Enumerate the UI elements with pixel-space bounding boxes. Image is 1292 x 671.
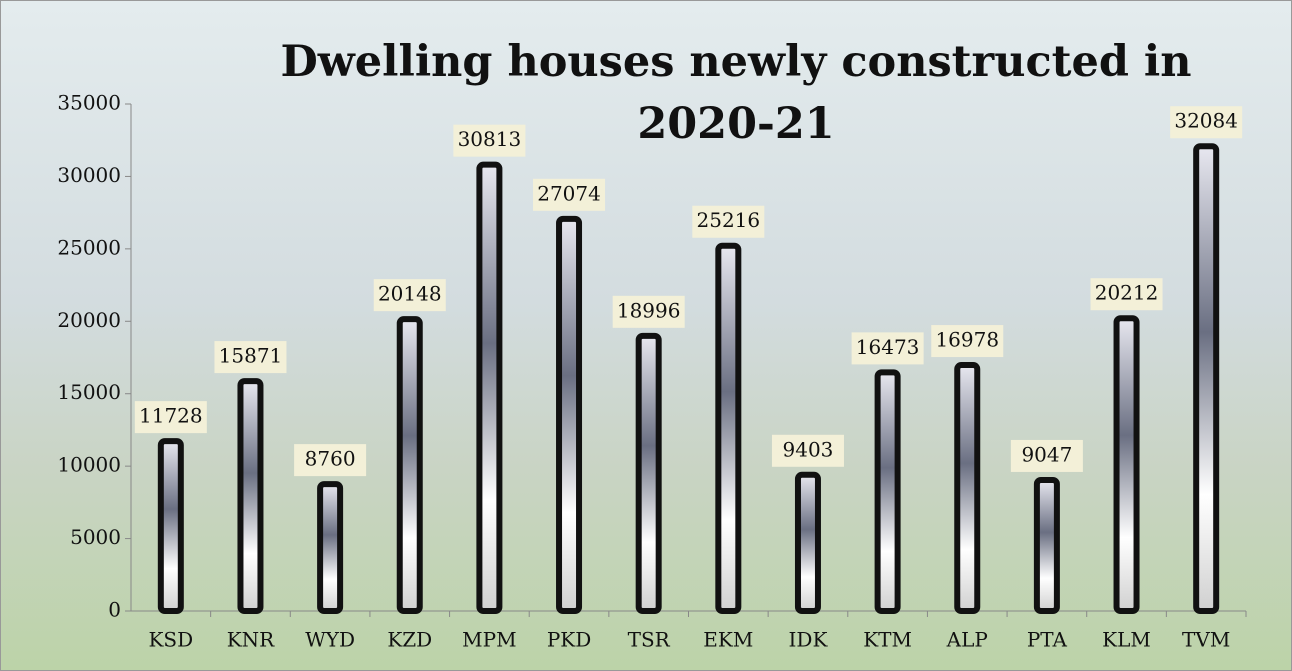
y-tick-label: 5000 (70, 525, 121, 549)
data-label-bg (1170, 106, 1243, 139)
bar (317, 481, 344, 614)
data-label-bg (771, 434, 844, 467)
x-tick-label: KZD (387, 628, 432, 652)
x-tick-label: KTM (863, 628, 912, 652)
bar (715, 242, 742, 614)
data-label-bg (214, 341, 287, 374)
bar (794, 471, 821, 614)
y-tick-label: 25000 (57, 235, 121, 259)
x-tick-label: KLM (1102, 628, 1151, 652)
data-label: 16978 (935, 328, 999, 352)
x-tick-label: IDK (789, 628, 829, 652)
data-label: 30813 (458, 127, 522, 151)
x-tick-label: KNR (227, 628, 275, 652)
data-label-bg (1010, 439, 1083, 472)
y-tick-label: 0 (108, 598, 121, 622)
y-tick-label: 30000 (57, 163, 121, 187)
data-label-bg (1090, 278, 1163, 311)
data-label-bg (931, 325, 1004, 358)
data-label: 11728 (139, 404, 203, 428)
bar (556, 215, 583, 614)
bar (635, 332, 662, 614)
x-tick-label: MPM (462, 628, 516, 652)
data-label: 27074 (537, 181, 601, 205)
data-label: 9403 (783, 437, 834, 461)
data-label-bg (533, 178, 606, 211)
bar (1193, 143, 1220, 614)
data-label: 18996 (617, 298, 681, 322)
data-label-bg (453, 124, 526, 157)
x-tick-label: TSR (628, 628, 671, 652)
x-tick-label: PKD (547, 628, 591, 652)
x-tick-label: PTA (1027, 628, 1068, 652)
data-label-bg (612, 295, 685, 328)
bar (476, 161, 503, 615)
data-label: 20148 (378, 282, 442, 306)
y-tick-label: 15000 (57, 380, 121, 404)
y-tick-label: 20000 (57, 308, 121, 332)
bar (396, 316, 423, 614)
data-label-bg (851, 332, 924, 365)
y-tick-label: 10000 (57, 453, 121, 477)
bar (157, 438, 184, 614)
x-tick-label: ALP (946, 628, 988, 652)
data-label: 8760 (305, 447, 356, 471)
bar (1113, 315, 1140, 614)
data-label-bg (373, 279, 446, 312)
data-label: 15871 (219, 344, 283, 368)
bar (874, 369, 901, 614)
data-label: 32084 (1174, 109, 1238, 133)
data-label: 20212 (1095, 281, 1159, 305)
data-label: 25216 (697, 208, 761, 232)
y-tick-label: 35000 (57, 91, 121, 115)
chart-title: Dwelling houses newly constructed in 202… (280, 37, 1192, 149)
data-label-bg (294, 444, 367, 477)
data-label-bg (692, 205, 765, 238)
data-label-bg (134, 401, 207, 434)
x-tick-label: WYD (305, 628, 355, 652)
x-tick-label: KSD (148, 628, 193, 652)
x-tick-label: TVM (1182, 628, 1230, 652)
data-label: 16473 (856, 335, 920, 359)
bar (237, 378, 264, 614)
bar (1033, 476, 1060, 615)
x-tick-label: EKM (703, 628, 753, 652)
bar (954, 362, 981, 615)
data-label: 9047 (1021, 442, 1072, 466)
